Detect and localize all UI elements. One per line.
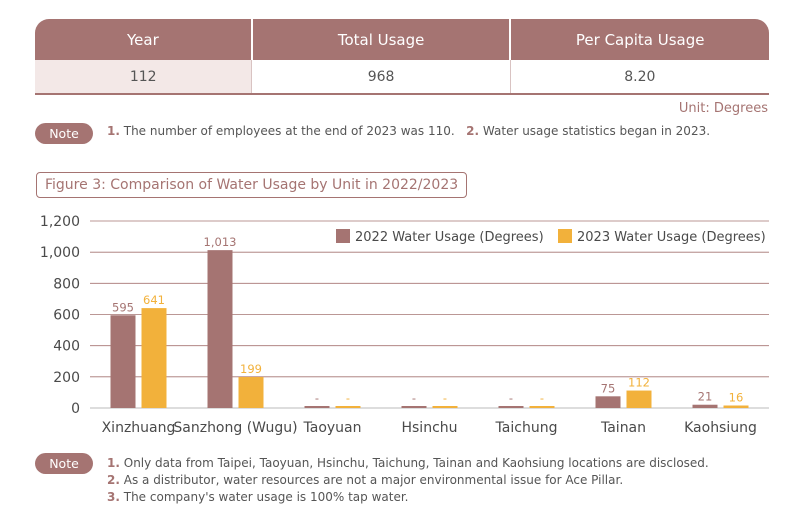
note-text: 1. The number of employees at the end of… <box>107 124 710 138</box>
x-tick-label: Tainan <box>600 420 646 436</box>
data-label: - <box>443 391 447 405</box>
note-number: 3. <box>107 490 120 504</box>
data-label: 16 <box>729 391 744 405</box>
bar <box>529 406 555 408</box>
header-total-usage: Total Usage <box>250 19 510 60</box>
x-tick-label: Taichung <box>495 420 558 436</box>
header-per-capita-usage: Per Capita Usage <box>509 19 769 60</box>
note-number: 2. <box>466 124 480 138</box>
data-label: - <box>509 391 513 405</box>
bar <box>692 404 718 408</box>
x-tick-label: Kaohsiung <box>684 420 757 436</box>
data-label: 1,013 <box>204 235 237 249</box>
data-label: - <box>412 391 416 405</box>
note-number: 1. <box>107 124 120 138</box>
data-label: - <box>346 391 350 405</box>
cell-year: 112 <box>35 60 252 93</box>
data-label: - <box>315 391 319 405</box>
bar-chart: 0 200 400 600 800 1,000 1,200 595 641 Xinzhuang 1,… <box>40 214 769 436</box>
y-tick-label: 800 <box>53 276 80 292</box>
bar <box>626 390 652 408</box>
legend-swatch <box>558 229 572 243</box>
y-tick-label: 600 <box>53 308 80 324</box>
bar <box>304 406 330 408</box>
bar <box>432 406 458 408</box>
note-line: 2. As a distributor, water resources are… <box>107 472 709 489</box>
bar <box>498 406 524 408</box>
note-line: 1. Only data from Taipei, Taoyuan, Hsinc… <box>107 455 709 472</box>
bar <box>110 315 136 408</box>
table-row: 112 968 8.20 <box>35 60 769 95</box>
note-badge-2: Note <box>35 453 93 474</box>
note-item: The number of employees at the end of 20… <box>123 124 455 138</box>
y-tick-label: 200 <box>53 370 80 386</box>
legend-label: 2022 Water Usage (Degrees) <box>355 230 544 245</box>
unit-label: Unit: Degrees <box>678 101 768 116</box>
note-number: 1. <box>107 456 120 470</box>
note-line: 3. The company's water usage is 100% tap… <box>107 489 709 506</box>
x-tick-label: Hsinchu <box>401 420 457 436</box>
note-item: Water usage statistics began in 2023. <box>482 124 711 138</box>
cell-total-usage: 968 <box>251 60 509 93</box>
bar <box>723 405 749 408</box>
notes-list: 1. Only data from Taipei, Taoyuan, Hsinc… <box>107 455 709 506</box>
bar <box>207 250 233 408</box>
note-number: 2. <box>107 473 120 487</box>
header-year: Year <box>127 30 159 49</box>
data-label: 595 <box>112 300 134 314</box>
bar <box>141 308 167 408</box>
x-tick-label: Xinzhuang <box>102 420 176 436</box>
legend-label: 2023 Water Usage (Degrees) <box>577 230 766 245</box>
note-badge: Note <box>35 123 93 144</box>
note-item: The company's water usage is 100% tap wa… <box>123 490 409 504</box>
data-label: 21 <box>698 390 713 404</box>
bar <box>335 406 361 408</box>
note-item: As a distributor, water resources are no… <box>123 473 624 487</box>
water-usage-table: Year Total Usage Per Capita Usage 112 96… <box>35 19 769 95</box>
bar <box>401 406 427 408</box>
x-tick-label: Taoyuan <box>303 420 362 436</box>
bar <box>595 396 621 408</box>
y-tick-label: 400 <box>53 339 80 355</box>
y-tick-label: 0 <box>71 401 80 417</box>
legend-swatch <box>336 229 350 243</box>
y-tick-label: 1,200 <box>40 214 80 230</box>
data-label: 75 <box>601 381 616 395</box>
figure-title: Figure 3: Comparison of Water Usage by U… <box>36 172 468 198</box>
data-label: 112 <box>628 376 650 390</box>
table-header: Year Total Usage Per Capita Usage <box>35 19 769 60</box>
x-tick-label: Sanzhong (Wugu) <box>173 420 297 436</box>
data-label: - <box>540 391 544 405</box>
note-item: Only data from Taipei, Taoyuan, Hsinchu,… <box>123 456 709 470</box>
data-label: 641 <box>143 293 165 307</box>
y-tick-label: 1,000 <box>40 245 80 261</box>
data-label: 199 <box>240 362 262 376</box>
bar <box>238 376 264 408</box>
cell-per-capita-usage: 8.20 <box>509 60 769 93</box>
